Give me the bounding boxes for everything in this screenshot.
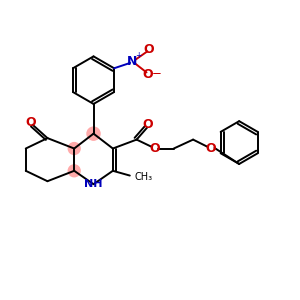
Text: O: O — [149, 142, 160, 155]
Text: +: + — [135, 51, 142, 60]
Text: O: O — [143, 68, 153, 81]
Text: O: O — [25, 116, 36, 129]
Circle shape — [68, 165, 80, 177]
Circle shape — [68, 142, 80, 154]
Circle shape — [87, 127, 100, 140]
Text: O: O — [206, 142, 216, 155]
Text: −: − — [152, 67, 162, 80]
Text: CH₃: CH₃ — [134, 172, 152, 182]
Text: O: O — [144, 43, 154, 56]
Text: O: O — [142, 118, 153, 130]
Text: NH: NH — [84, 179, 103, 190]
Text: N: N — [128, 55, 138, 68]
